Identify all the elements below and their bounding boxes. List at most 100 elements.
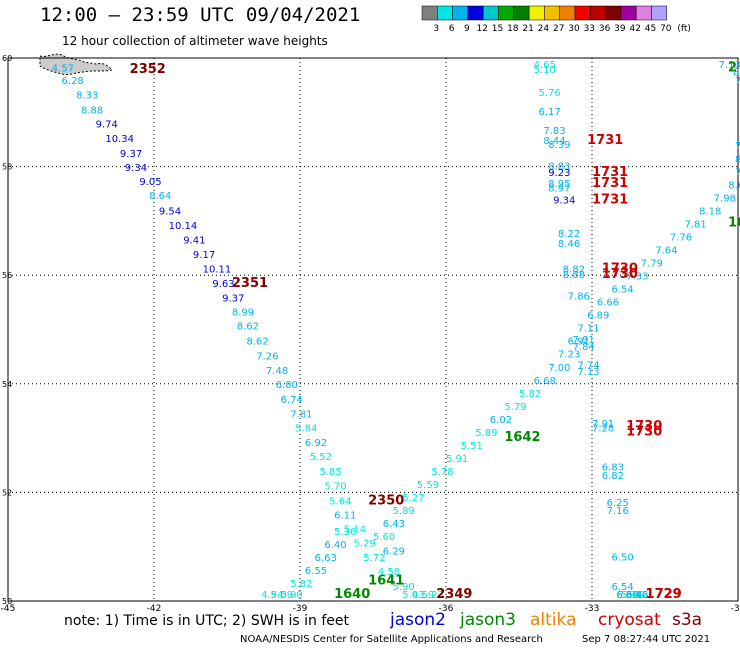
wave-height-label: 4.94	[261, 590, 283, 601]
colorbar-swatch	[605, 5, 622, 21]
wave-height-label: 6.29	[383, 546, 405, 557]
pass-time-label: 1731	[592, 193, 628, 208]
wave-height-label: 5.29	[354, 539, 376, 550]
lon-label: -39	[293, 604, 308, 614]
colorbar-label: 9	[464, 24, 470, 34]
wave-height-label: 5.72	[363, 553, 385, 564]
note-text: note: 1) Time is in UTC; 2) SWH is in fe…	[64, 613, 350, 629]
wave-height-label: 8.82	[563, 264, 585, 275]
wave-height-label: 7.13	[577, 367, 599, 378]
wave-height-label: 5.90	[392, 582, 414, 593]
wave-height-label: 4.57	[52, 64, 74, 75]
wave-height-label: 8.33	[76, 91, 98, 102]
wave-height-label: 7.13	[719, 60, 740, 71]
lon-label: -36	[439, 604, 454, 614]
lat-label: 58	[2, 163, 12, 172]
pass-time-label: 2351	[232, 276, 268, 291]
wave-height-label: 9.34	[125, 163, 147, 174]
pass-time-label: 1643	[728, 215, 740, 230]
wave-height-label: 7.83	[543, 126, 565, 137]
colorbar-swatch	[421, 5, 438, 21]
colorbar-swatch	[544, 5, 560, 21]
wave-height-label: 7.00	[548, 363, 570, 374]
pass-time-label: 1730	[602, 267, 638, 282]
wave-height-label: 7.11	[577, 324, 599, 335]
wave-height-label: 7.2	[735, 76, 740, 87]
wave-height-label: 7.23	[558, 350, 580, 361]
pass-time-label: 1641	[368, 574, 404, 589]
wave-height-label: 6.83	[602, 463, 624, 474]
pass-time-label: 1730	[602, 261, 638, 276]
wave-height-label: 5.36	[334, 527, 356, 538]
wave-height-label: 6.89	[587, 311, 609, 322]
wave-height-label: 6.82	[602, 471, 624, 482]
wave-height-label: 8.61	[728, 180, 740, 191]
wave-height-label: 7.33	[626, 272, 648, 283]
pass-time-label: 1730	[626, 419, 662, 434]
credit-text: NOAA/NESDIS Center for Satellite Applica…	[240, 634, 543, 645]
colorbar-label: 42	[629, 24, 640, 34]
wave-height-label: 8.22	[558, 229, 580, 240]
wave-height-label: 6.54	[611, 582, 633, 593]
colorbar-label: 33	[584, 24, 595, 34]
wave-height-label: 7.64	[655, 245, 677, 256]
wave-height-label: 8.01	[733, 67, 740, 78]
wave-height-label: 6.55	[305, 566, 327, 577]
wave-height-label: 7.76	[670, 232, 692, 243]
wave-height-label: 5.70	[324, 482, 346, 493]
pass-time-label: 2	[728, 61, 737, 76]
wave-height-label: 6.40	[324, 540, 346, 551]
wave-height-label: 10.34	[105, 134, 134, 145]
colorbar-swatch	[590, 5, 606, 21]
wave-height-label: 5.85	[319, 467, 341, 478]
coastline	[39, 53, 113, 76]
colorbar-label: 12	[476, 24, 487, 34]
wave-height-label: 5.89	[475, 428, 497, 439]
pass-time-label: 1730	[626, 424, 662, 439]
map-subtitle: 12 hour collection of altimeter wave hei…	[62, 34, 328, 48]
colorbar-label: 24	[538, 24, 550, 34]
wave-height-label: 9.34	[553, 196, 575, 207]
wave-height-label: 7.81	[684, 219, 706, 230]
wave-height-label: 4.65	[534, 60, 556, 71]
wave-height-label: 8.64	[149, 191, 171, 202]
wave-height-label: 5.52	[310, 452, 332, 463]
axis-labels: 60 58 56 54 52 50-45 -42 -39 -36 -33 -30	[1, 54, 740, 614]
wave-height-label: 6.66	[597, 298, 619, 309]
wave-height-label: 5.78	[431, 467, 453, 478]
map-grid	[7, 57, 739, 602]
wave-height-label: 5.84	[295, 424, 317, 435]
wave-height-label: 7.81	[290, 409, 312, 420]
wave-height-label: 6.50	[611, 552, 633, 563]
pass-time-label: 1731	[592, 165, 628, 180]
wave-height-label: 5.41	[621, 590, 643, 601]
wave-height-label: 5.59	[417, 480, 439, 491]
wave-height-label: 7.16	[607, 506, 629, 517]
colorbar-label: 36	[599, 24, 611, 34]
lat-label: 54	[2, 380, 12, 389]
colorbar-swatch	[559, 5, 576, 21]
wave-height-label: 5.89	[392, 506, 414, 517]
lat-label: 60	[2, 54, 12, 63]
colorbar-label: 21	[522, 24, 533, 34]
pass-time-label: 2352	[130, 62, 166, 77]
wave-height-label: 6.11	[334, 510, 356, 521]
wave-height-label: 8.99	[232, 307, 254, 318]
wave-height-label: 8.88	[81, 105, 103, 116]
wave-height-label: 5.09	[271, 590, 293, 601]
pass-time-label: 1642	[504, 430, 540, 445]
wave-height-label: 9.05	[139, 177, 161, 188]
legend-jason2: jason2	[390, 610, 446, 630]
lat-label: 56	[2, 271, 12, 280]
wave-height-label: 7.26	[256, 351, 278, 362]
wave-height-label: 5.16	[621, 590, 643, 601]
wave-labels: 4.576.28 8.33 8.88 9.74 10.34 9.37 9.34 9.05 8.6…	[52, 60, 740, 602]
wave-height-label: 6.54	[611, 285, 633, 296]
wave-height-label: 5.72	[626, 590, 648, 601]
wave-height-label: 7.48	[266, 366, 288, 377]
legend-altika: altika	[530, 610, 577, 630]
wave-height-label: 9.41	[183, 236, 205, 247]
wave-height-label: 7.98	[714, 193, 736, 204]
wave-height-label: 8.95	[548, 179, 570, 190]
